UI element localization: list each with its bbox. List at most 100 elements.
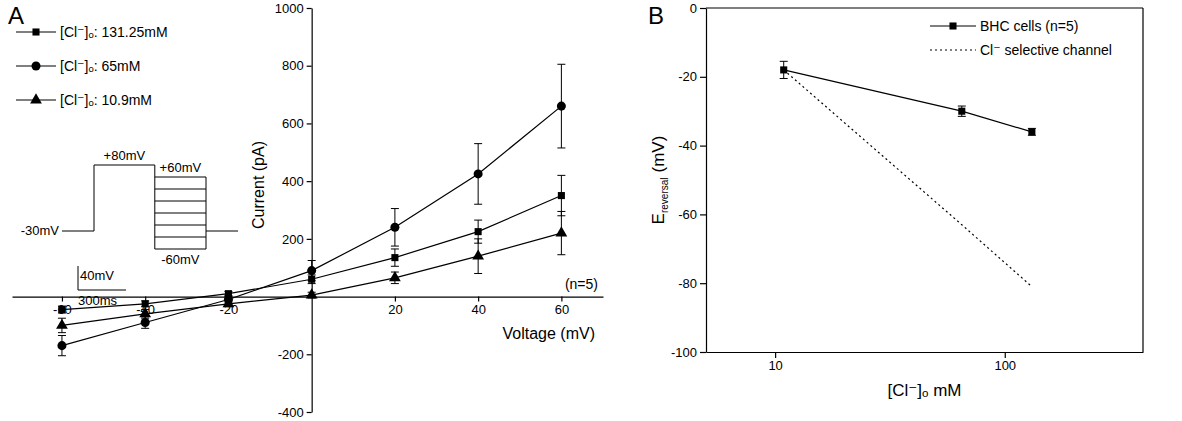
y-tick-mark — [307, 66, 312, 67]
error-bar — [958, 106, 966, 116]
error-bar — [557, 175, 565, 215]
legend-entry: [Cl⁻]ₒ: 10.9mM — [16, 92, 152, 108]
inset-label: -60mV — [161, 252, 200, 267]
x-tick: 40 — [471, 297, 485, 317]
frame-top — [706, 7, 1143, 8]
error-bar-cap — [557, 254, 565, 255]
error-bar-cap — [308, 260, 316, 261]
annotation: (n=5) — [565, 276, 598, 292]
series-line — [62, 233, 561, 325]
point — [958, 108, 965, 115]
y-tick-label: -60 — [678, 207, 697, 222]
y-axis-line — [312, 9, 313, 413]
series — [784, 70, 1032, 287]
y-axis: -100-80-60-40-200 — [671, 1, 707, 360]
protocol-step — [155, 249, 206, 250]
frame-right — [1142, 8, 1143, 352]
x-axis-title: [Cl⁻]ₒ mM — [888, 381, 962, 400]
y-tick-mark — [700, 146, 706, 147]
panel-label: A — [8, 2, 24, 29]
legend-entry: Cl⁻ selective channel — [930, 42, 1112, 58]
error-bar-cap — [391, 246, 399, 247]
error-bar-cap — [474, 220, 482, 221]
error-bar-cap — [58, 332, 66, 333]
point — [472, 249, 484, 259]
protocol-step — [155, 177, 206, 178]
error-bar — [58, 336, 66, 356]
error-bar — [141, 301, 149, 307]
point — [390, 223, 399, 232]
point — [56, 319, 68, 329]
point — [557, 102, 566, 111]
x-tick-mark — [775, 352, 776, 358]
x-tick: -20 — [220, 297, 239, 317]
y-tick-mark — [307, 239, 312, 240]
y-tick: 200 — [282, 232, 312, 247]
error-bar-cap — [474, 238, 482, 239]
point — [307, 266, 316, 275]
series — [780, 61, 1036, 135]
y-tick-mark — [307, 181, 312, 182]
plot-area — [780, 61, 1036, 286]
x-tick-label: 60 — [555, 302, 569, 317]
y-tick-mark — [307, 412, 312, 413]
error-bar — [474, 144, 482, 205]
x-tick: -40 — [136, 297, 155, 317]
legend-marker — [949, 22, 956, 29]
error-bar — [391, 209, 399, 247]
y-tick-label: 400 — [282, 174, 304, 189]
error-bar-cap — [58, 355, 66, 356]
y-tick-label: -400 — [278, 405, 304, 420]
inset-label: +80mV — [104, 148, 146, 163]
y-axis: -400-2002004006008001000 — [275, 1, 312, 420]
series-line — [62, 106, 561, 346]
error-bar-cap — [780, 61, 788, 62]
legend-label: [Cl⁻]ₒ: 10.9mM — [60, 92, 152, 108]
legend-marker — [30, 93, 42, 103]
y-tick-mark — [700, 352, 706, 353]
y-axis-title-subscript: reversal — [659, 177, 670, 213]
y-tick-label: -80 — [678, 276, 697, 291]
legend-line — [930, 49, 976, 50]
y-tick-mark — [307, 8, 312, 9]
y-tick-label: 0 — [690, 1, 697, 16]
error-bar-cap — [141, 318, 149, 319]
inset-label: +60mV — [160, 160, 202, 175]
y-tick: 600 — [282, 116, 312, 131]
point — [389, 271, 401, 281]
legend-entry: [Cl⁻]ₒ: 65mM — [16, 58, 140, 74]
point — [306, 288, 318, 298]
series — [58, 175, 565, 313]
error-bar-cap — [958, 106, 966, 107]
point — [391, 254, 398, 261]
legend-label: BHC cells (n=5) — [980, 18, 1078, 34]
y-tick-label: -20 — [678, 69, 697, 84]
y-tick: -20 — [678, 69, 706, 84]
error-bar-cap — [557, 175, 565, 176]
point — [141, 318, 150, 327]
panel-label: B — [648, 2, 664, 29]
error-bar-cap — [780, 78, 788, 79]
legend-label: [Cl⁻]ₒ: 65mM — [60, 58, 140, 74]
y-tick: 400 — [282, 174, 312, 189]
error-bar-cap — [391, 248, 399, 249]
y-axis-line — [706, 9, 707, 353]
error-bar-cap — [958, 116, 966, 117]
x-tick-label: 20 — [388, 302, 402, 317]
y-tick-label: 800 — [282, 58, 304, 73]
x-tick-label: 40 — [471, 302, 485, 317]
y-tick: 1000 — [275, 1, 312, 16]
error-bar-cap — [58, 318, 66, 319]
error-bar — [391, 249, 399, 266]
plot-area — [56, 64, 567, 355]
y-tick-mark — [700, 77, 706, 78]
error-bar — [308, 261, 316, 281]
error-bar — [1028, 128, 1036, 135]
series-line — [784, 70, 1032, 287]
y-tick: 0 — [690, 1, 706, 16]
y-axis-title: Ereversal(mV) — [649, 136, 670, 225]
error-bar — [141, 317, 149, 329]
legend-marker — [31, 61, 40, 70]
protocol-step — [155, 225, 206, 226]
y-tick-label: -40 — [678, 138, 697, 153]
